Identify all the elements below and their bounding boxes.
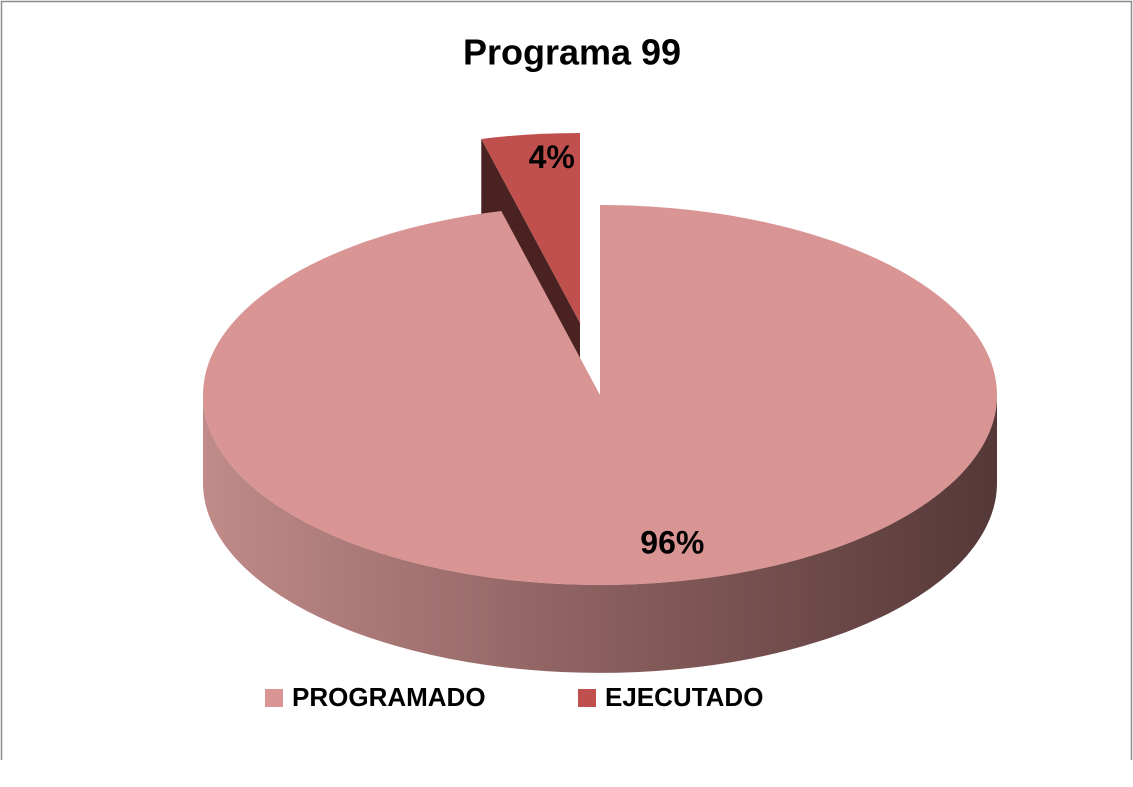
legend-swatch — [265, 689, 283, 707]
chart-title: Programa 99 — [463, 32, 681, 73]
data-label: 4% — [529, 139, 575, 175]
slice — [481, 133, 580, 323]
chart-frame — [0, 0, 1133, 760]
slice — [202, 205, 997, 585]
legend-label: EJECUTADO — [605, 682, 763, 712]
data-label: 96% — [640, 525, 704, 561]
legend-swatch — [578, 689, 596, 707]
legend-label: PROGRAMADO — [292, 682, 486, 712]
slice-side — [203, 395, 997, 673]
